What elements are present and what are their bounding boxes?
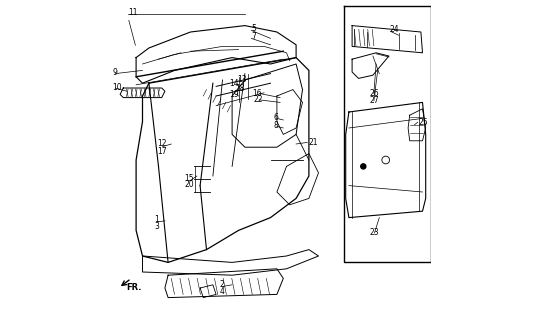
Text: 6: 6 [274,113,279,122]
Text: 13: 13 [237,75,247,84]
Text: 17: 17 [157,147,167,156]
Text: 3: 3 [155,222,160,231]
Text: 23: 23 [370,228,379,237]
Text: 16: 16 [252,89,262,98]
Text: 21: 21 [308,138,318,147]
Text: 7: 7 [252,32,256,41]
Circle shape [361,164,366,169]
Text: 1: 1 [155,215,160,224]
Text: 20: 20 [184,180,194,189]
Text: FR.: FR. [127,284,142,292]
Text: 9: 9 [112,68,117,77]
Text: 22: 22 [254,95,263,104]
Text: 4: 4 [219,287,224,296]
Text: 14: 14 [229,79,239,88]
Text: 12: 12 [157,139,167,148]
Text: 11: 11 [128,8,137,17]
Text: 2: 2 [219,280,224,289]
Text: 10: 10 [112,83,122,92]
Text: 27: 27 [369,96,379,105]
Text: 19: 19 [229,90,239,99]
Text: 26: 26 [369,89,379,98]
Text: 5: 5 [252,24,256,33]
Text: 15: 15 [184,174,194,183]
Text: 18: 18 [235,84,245,93]
Text: 25: 25 [419,118,428,127]
Text: 24: 24 [390,25,399,34]
Text: 8: 8 [274,121,279,130]
